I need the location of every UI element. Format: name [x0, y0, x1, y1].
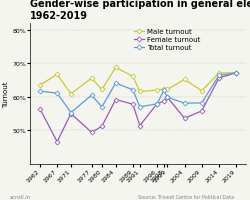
Male turnout: [56, 74, 58, 76]
Female turnout: [200, 110, 202, 113]
Male turnout: [138, 91, 141, 93]
Total turnout: [131, 89, 134, 92]
Female turnout: [114, 99, 117, 101]
Female turnout: [234, 72, 237, 75]
Total turnout: [234, 72, 237, 75]
Male turnout: [182, 79, 185, 81]
Female turnout: [155, 103, 158, 106]
Total turnout: [200, 102, 202, 105]
Line: Male turnout: Male turnout: [38, 66, 237, 96]
Female turnout: [69, 113, 72, 115]
Female turnout: [56, 141, 58, 143]
Total turnout: [162, 90, 165, 92]
Female turnout: [165, 96, 168, 99]
Male turnout: [234, 72, 237, 75]
Male turnout: [100, 89, 103, 91]
Female turnout: [162, 100, 165, 103]
Male turnout: [216, 72, 220, 75]
Total turnout: [165, 96, 168, 99]
Total turnout: [155, 103, 158, 106]
Female turnout: [131, 103, 134, 106]
Male turnout: [38, 84, 41, 87]
Total turnout: [56, 92, 58, 95]
Male turnout: [162, 88, 165, 91]
Female turnout: [182, 117, 185, 120]
Male turnout: [114, 67, 117, 69]
Text: Gender-wise participation in general elections,
1962-2019: Gender-wise participation in general ele…: [30, 0, 250, 20]
Legend: Male turnout, Female turnout, Total turnout: Male turnout, Female turnout, Total turn…: [130, 26, 202, 54]
Total turnout: [100, 106, 103, 109]
Female turnout: [216, 77, 220, 80]
Male turnout: [69, 93, 72, 96]
Male turnout: [90, 77, 93, 80]
Male turnout: [131, 76, 134, 78]
Total turnout: [90, 94, 93, 97]
Total turnout: [216, 75, 220, 77]
Total turnout: [69, 112, 72, 114]
Line: Female turnout: Female turnout: [38, 72, 237, 144]
Total turnout: [114, 82, 117, 85]
Line: Total turnout: Total turnout: [38, 72, 237, 115]
Total turnout: [182, 102, 185, 105]
Male turnout: [200, 90, 202, 93]
Male turnout: [165, 89, 168, 91]
Total turnout: [38, 90, 41, 93]
Female turnout: [38, 108, 41, 111]
Text: Source: Trivedi Centre for Political Data: Source: Trivedi Centre for Political Dat…: [138, 194, 233, 199]
Text: scroll.in: scroll.in: [10, 194, 31, 199]
Female turnout: [138, 125, 141, 127]
Female turnout: [90, 131, 93, 134]
Total turnout: [138, 106, 141, 109]
Male turnout: [155, 89, 158, 92]
Y-axis label: Turnout: Turnout: [3, 81, 9, 107]
Female turnout: [100, 125, 103, 128]
